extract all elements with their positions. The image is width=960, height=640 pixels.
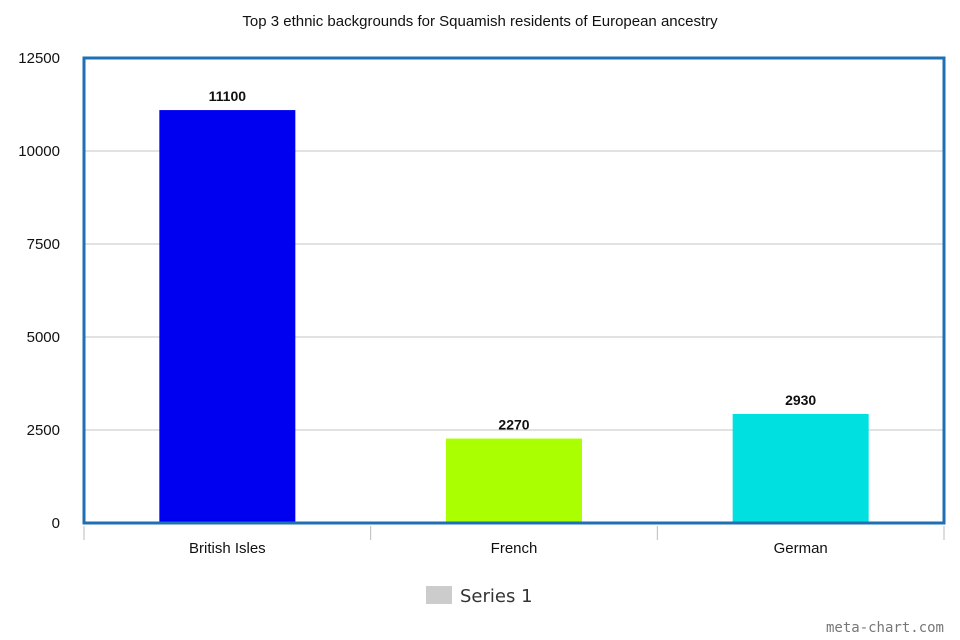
- legend-swatch: [426, 586, 452, 604]
- chart-title: Top 3 ethnic backgrounds for Squamish re…: [242, 13, 718, 30]
- x-category-label: German: [774, 540, 828, 557]
- data-label: 2270: [498, 417, 529, 433]
- data-labels: 11100 2270 2930: [209, 88, 817, 432]
- x-category-label: French: [491, 540, 538, 557]
- y-tick-label: 12500: [18, 50, 60, 67]
- bar-british-isles[interactable]: [159, 110, 296, 523]
- bar-french[interactable]: [446, 438, 582, 523]
- y-axis-ticks: 0 2500 5000 7500 10000 12500: [18, 50, 60, 532]
- y-tick-label: 7500: [27, 236, 60, 253]
- x-axis: British Isles French German: [83, 526, 945, 557]
- y-tick-label: 5000: [27, 329, 60, 346]
- data-label: 2930: [785, 392, 816, 408]
- legend[interactable]: Series 1: [426, 586, 533, 607]
- bars: [159, 110, 869, 523]
- y-tick-label: 2500: [27, 422, 60, 439]
- watermark: meta-chart.com: [826, 620, 944, 636]
- plot-frame: [82, 56, 946, 525]
- x-category-label: British Isles: [189, 540, 266, 557]
- y-tick-label: 10000: [18, 143, 60, 160]
- legend-label: Series 1: [460, 586, 533, 607]
- bar-german[interactable]: [732, 414, 869, 523]
- data-label: 11100: [209, 88, 247, 104]
- y-tick-label: 0: [52, 515, 60, 532]
